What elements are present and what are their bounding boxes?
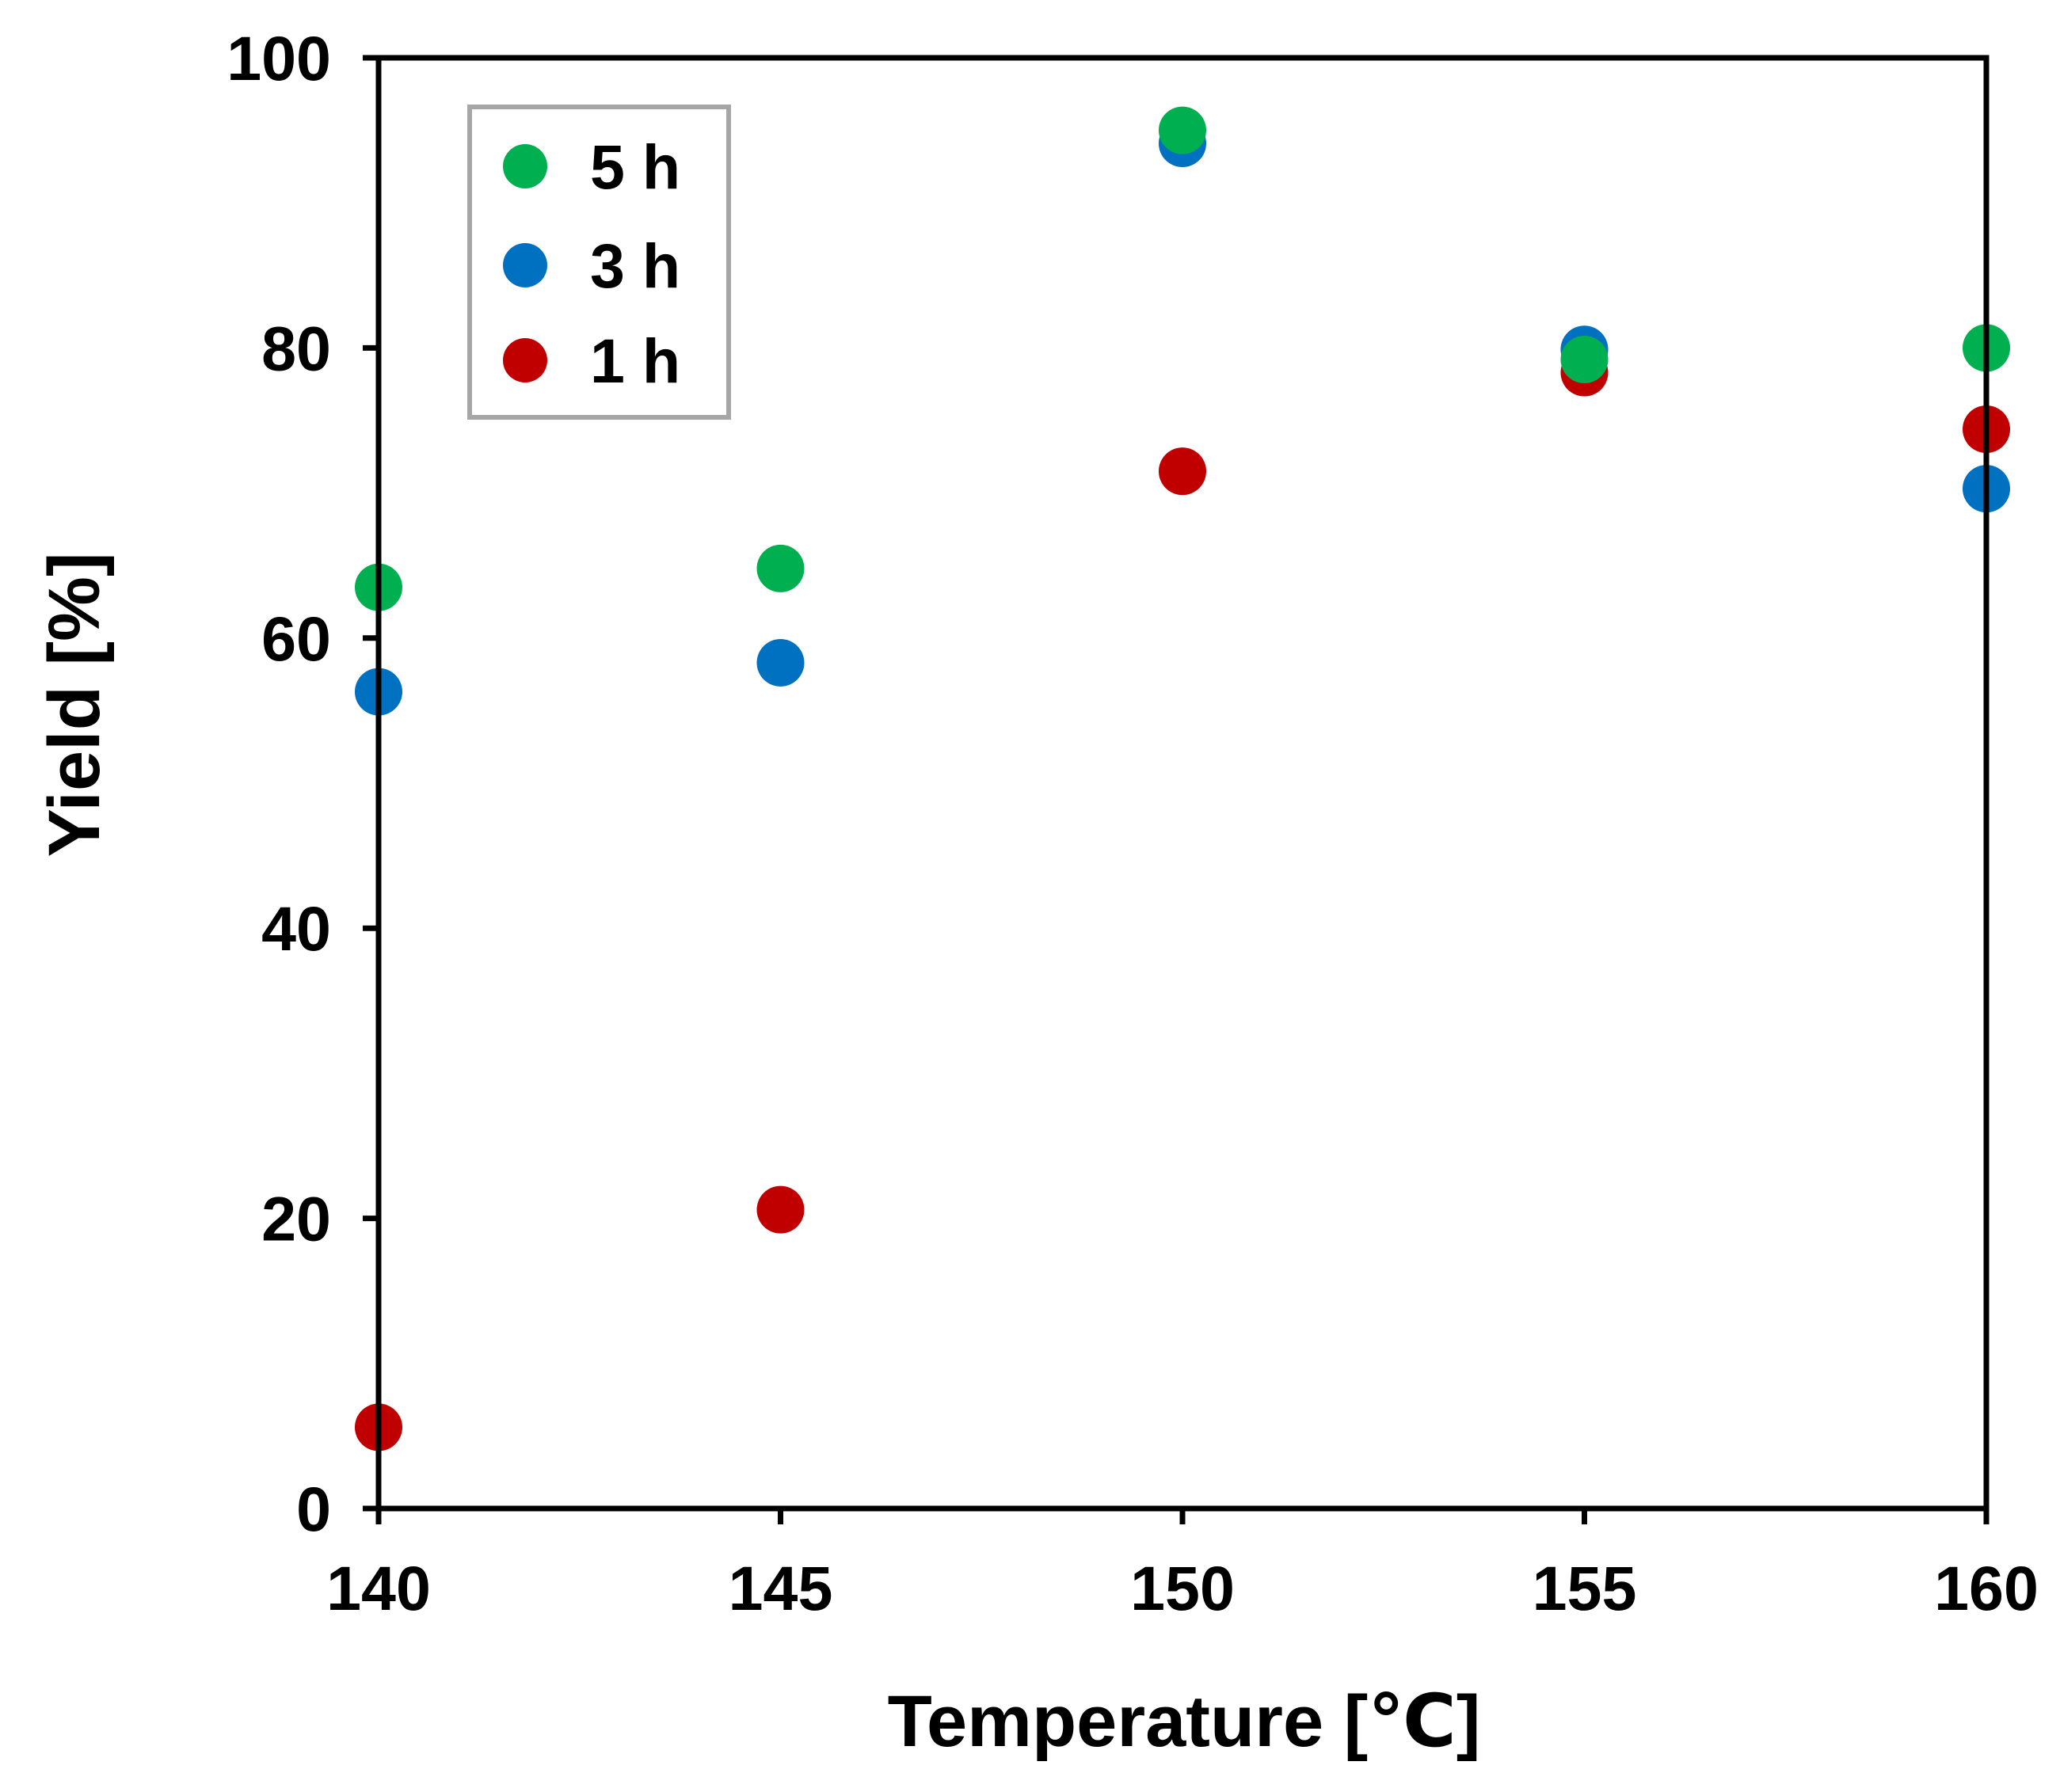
legend-label-1h: 1 h (590, 325, 680, 396)
x-axis-title: Temperature [℃] (888, 1681, 1481, 1762)
legend-label-3h: 3 h (590, 230, 680, 301)
point-5h-145 (756, 544, 805, 592)
legend-marker-1h (503, 338, 547, 382)
x-tick-label: 140 (326, 1553, 431, 1623)
point-1h-145 (756, 1185, 805, 1234)
y-tick-label: 0 (296, 1474, 331, 1544)
legend-marker-3h (503, 243, 547, 287)
legend: 5 h 3 h 1 h (467, 105, 731, 420)
legend-label-5h: 5 h (590, 131, 680, 202)
x-axis-ticks: 140 145 150 155 160 (326, 1509, 2039, 1623)
y-tick-label: 40 (261, 893, 331, 964)
point-5h-150 (1159, 106, 1206, 154)
x-tick-label: 160 (1934, 1553, 2039, 1623)
plot-area-frame (375, 55, 1990, 1512)
y-axis-ticks: 0 20 40 60 80 100 (227, 23, 379, 1544)
point-1h-150 (1159, 447, 1206, 496)
x-tick-label: 150 (1130, 1553, 1235, 1623)
y-tick-label: 80 (261, 313, 331, 383)
x-tick-label: 155 (1533, 1553, 1637, 1623)
y-tick-label: 100 (227, 23, 331, 93)
y-tick-label: 20 (261, 1184, 331, 1254)
point-3h-145 (756, 638, 805, 687)
point-5h-155 (1560, 336, 1609, 384)
y-axis-title: Yield [%] (34, 552, 115, 857)
legend-marker-5h (503, 144, 547, 188)
y-tick-label: 60 (261, 603, 331, 674)
x-tick-label: 145 (729, 1553, 833, 1623)
